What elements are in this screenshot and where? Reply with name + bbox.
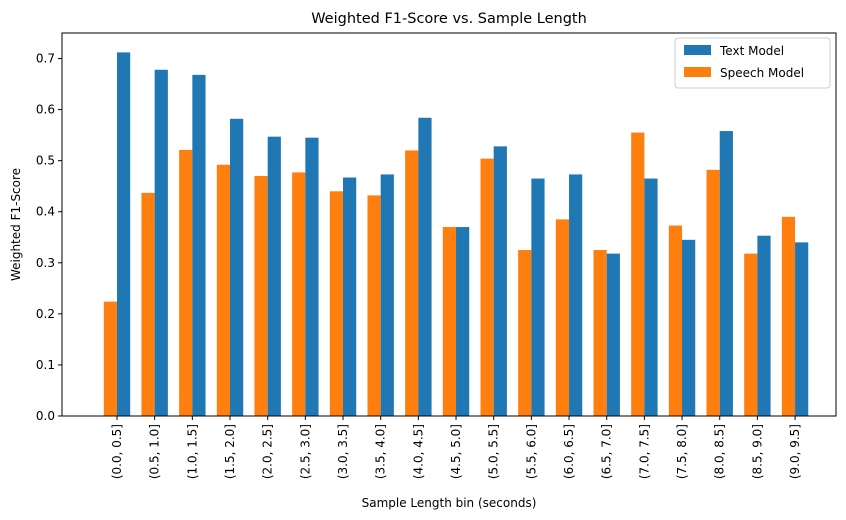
bar-text-model — [456, 227, 470, 416]
x-tick-label: (6.5, 7.0] — [600, 424, 614, 479]
bar-text-model — [644, 178, 658, 416]
x-tick-label: (1.0, 1.5] — [185, 424, 199, 479]
bar-text-model — [531, 178, 545, 416]
x-tick-label: (9.0, 9.5] — [788, 424, 802, 479]
x-tick-label: (6.0, 6.5] — [562, 424, 576, 479]
bar-text-model — [117, 52, 131, 416]
chart-title: Weighted F1-Score vs. Sample Length — [311, 11, 587, 27]
bar-speech-model — [141, 192, 155, 416]
y-tick-label: 0.5 — [36, 154, 55, 168]
bar-speech-model — [555, 219, 570, 416]
x-tick-label: (7.0, 7.5] — [637, 424, 651, 479]
x-tick-label: (1.5, 2.0] — [223, 424, 237, 479]
y-tick-label: 0.2 — [36, 307, 55, 321]
bar-speech-model — [593, 250, 607, 416]
bar-text-model — [682, 239, 696, 416]
bars-layer — [103, 52, 809, 417]
bar-text-model — [380, 174, 394, 416]
y-tick-label: 0.3 — [36, 256, 55, 270]
bar-text-model — [192, 74, 206, 416]
x-tick-label: (3.0, 3.5] — [336, 424, 350, 479]
bar-speech-model — [216, 164, 231, 416]
bar-speech-model — [179, 149, 193, 416]
bar-speech-model — [367, 195, 381, 416]
bar-text-model — [569, 174, 583, 416]
bar-speech-model — [480, 158, 494, 416]
y-axis-label: Weighted F1-Score — [9, 168, 23, 281]
bar-text-model — [795, 242, 809, 416]
legend-label: Text Model — [719, 44, 784, 58]
bar-speech-model — [744, 253, 758, 416]
bar-speech-model — [103, 301, 117, 416]
y-tick-label: 0.6 — [36, 103, 55, 117]
legend-swatch — [684, 67, 711, 77]
x-tick-label: (3.5, 4.0] — [374, 424, 388, 479]
x-tick-label: (8.0, 8.5] — [713, 424, 727, 479]
bar-text-model — [305, 137, 319, 417]
legend-label: Speech Model — [720, 66, 804, 80]
x-tick-label: (4.0, 4.5] — [411, 424, 425, 479]
bar-speech-model — [292, 172, 306, 416]
bar-speech-model — [668, 225, 683, 416]
x-tick-label: (4.5, 5.0] — [449, 424, 463, 479]
y-tick-label: 0.7 — [36, 52, 55, 66]
x-tick-label: (8.5, 9.0] — [750, 424, 764, 479]
plot-frame — [61, 32, 837, 417]
bar-speech-model — [781, 216, 796, 416]
x-tick-label: (2.0, 2.5] — [261, 424, 275, 479]
x-tick-label: (5.5, 6.0] — [524, 424, 538, 479]
legend: Text Model Speech Model — [674, 37, 831, 89]
bar-speech-model — [518, 250, 532, 416]
bar-speech-model — [329, 191, 344, 416]
bar-text-model — [719, 131, 733, 416]
bar-text-model — [154, 69, 168, 416]
x-tick-label: (7.5, 8.0] — [675, 424, 689, 479]
bar-text-model — [493, 146, 507, 417]
x-tick-label: (5.0, 5.5] — [487, 424, 501, 479]
bar-speech-model — [442, 227, 457, 416]
bar-text-model — [606, 253, 620, 416]
legend-box — [674, 37, 831, 89]
y-axis: 0.0 0.1 0.2 0.3 0.4 0.5 0.6 0.7 — [36, 52, 62, 423]
x-tick-label: (2.5, 3.0] — [298, 424, 312, 479]
bar-speech-model — [706, 169, 720, 416]
bar-text-model — [757, 235, 771, 416]
legend-swatch — [684, 45, 711, 55]
y-tick-label: 0.0 — [36, 409, 55, 423]
x-axis-label: Sample Length bin (seconds) — [362, 496, 537, 510]
bar-text-model — [267, 136, 281, 416]
bar-text-model — [230, 118, 244, 417]
y-tick-label: 0.1 — [36, 358, 55, 372]
bar-text-model — [418, 117, 432, 417]
x-tick-label: (0.0, 0.5] — [110, 424, 124, 479]
bar-speech-model — [254, 175, 268, 416]
bar-speech-model — [631, 132, 645, 416]
x-tick-label: (0.5, 1.0] — [148, 424, 162, 479]
bar-speech-model — [405, 150, 419, 416]
x-axis: (0.0, 0.5] (0.5, 1.0] (1.0, 1.5] (1.5, 2.0]… — [110, 416, 802, 479]
bar-text-model — [343, 177, 357, 416]
y-tick-label: 0.4 — [36, 205, 55, 219]
